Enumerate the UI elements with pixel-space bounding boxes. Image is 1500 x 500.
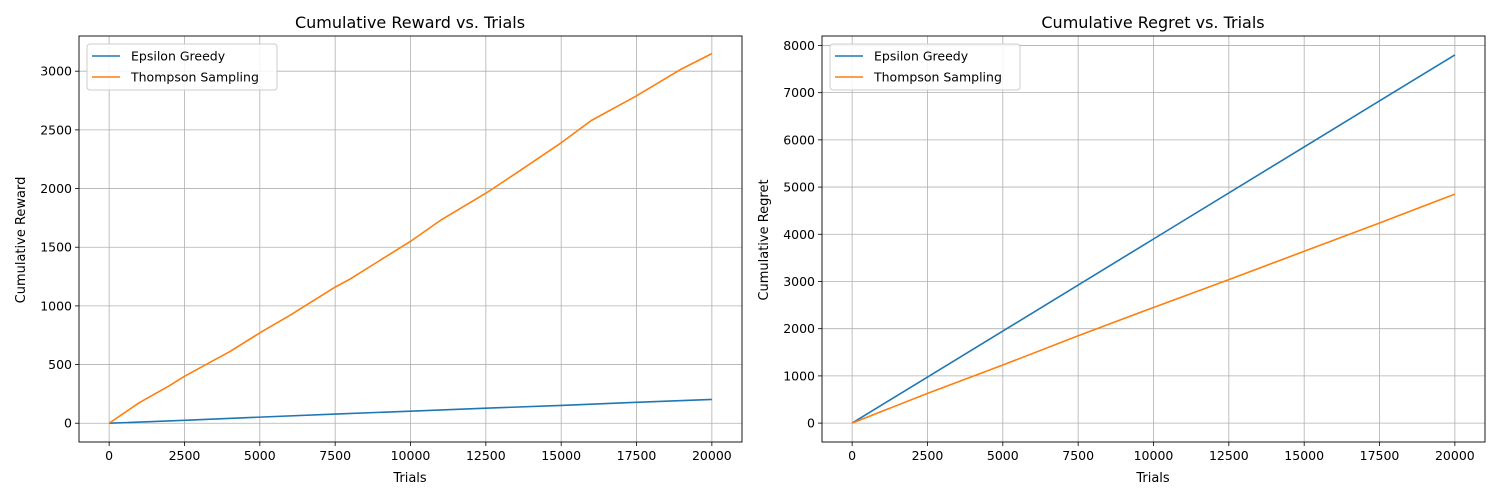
x-tick-label: 7500 — [1062, 448, 1094, 463]
y-tick-label: 1500 — [40, 240, 72, 255]
legend-label: Thompson Sampling — [873, 70, 1002, 85]
x-axis-label: Trials — [1135, 471, 1170, 486]
y-tick-label: 7000 — [783, 85, 815, 100]
x-tick-label: 2500 — [169, 448, 201, 463]
y-tick-label: 6000 — [783, 132, 815, 147]
legend-box — [86, 43, 278, 91]
x-tick-label: 15000 — [1284, 448, 1324, 463]
legend-box — [829, 43, 1021, 91]
legend: Epsilon Greedy Thompson Sampling — [829, 43, 1021, 91]
axes: 0 2500 5000 7500 10000 12500 15000 17500 20000 0 1… — [783, 38, 1475, 463]
y-tick-label: 5000 — [783, 180, 815, 195]
x-tick-label: 10000 — [391, 448, 431, 463]
x-tick-label: 0 — [105, 448, 113, 463]
x-tick-label: 10000 — [1134, 448, 1174, 463]
series-line-1 — [108, 52, 713, 424]
x-axis-label: Trials — [392, 471, 427, 486]
regret-chart: Cumulative Regret vs. Trials Trials Cumu… — [757, 13, 1486, 486]
chart-title: Cumulative Reward vs. Trials — [295, 13, 525, 32]
grid — [79, 36, 742, 442]
plot-frame — [821, 35, 1486, 443]
legend-label: Epsilon Greedy — [131, 49, 226, 64]
chart-title: Cumulative Regret vs. Trials — [1041, 13, 1264, 32]
y-tick-label: 2500 — [40, 122, 72, 137]
y-tick-label: 3000 — [783, 274, 815, 289]
x-tick-label: 20000 — [1435, 448, 1475, 463]
grid — [822, 36, 1485, 442]
y-tick-label: 500 — [48, 357, 72, 372]
legend-label: Epsilon Greedy — [874, 49, 969, 64]
series-line-0 — [851, 54, 1456, 424]
axes: 0 2500 5000 7500 10000 12500 15000 17500 20000 0 5… — [40, 64, 732, 463]
x-tick-label: 17500 — [617, 448, 657, 463]
x-tick-label: 17500 — [1360, 448, 1400, 463]
reward-chart: Cumulative Reward vs. Trials Trials Cumu… — [14, 13, 743, 486]
x-tick-label: 15000 — [541, 448, 581, 463]
x-tick-label: 20000 — [692, 448, 732, 463]
y-axis-label: Cumulative Regret — [757, 179, 772, 300]
x-tick-label: 0 — [848, 448, 856, 463]
y-tick-label: 0 — [64, 416, 72, 431]
x-tick-label: 5000 — [244, 448, 276, 463]
legend-label: Thompson Sampling — [130, 70, 259, 85]
plot-frame — [78, 35, 743, 443]
y-tick-label: 3000 — [40, 64, 72, 79]
y-tick-label: 1000 — [783, 368, 815, 383]
x-tick-label: 12500 — [1209, 448, 1249, 463]
y-tick-label: 0 — [807, 416, 815, 431]
series-line-1 — [851, 193, 1456, 424]
y-tick-label: 8000 — [783, 38, 815, 53]
y-tick-label: 2000 — [40, 181, 72, 196]
series-lines — [851, 54, 1456, 424]
y-tick-label: 4000 — [783, 227, 815, 242]
x-tick-label: 2500 — [912, 448, 944, 463]
x-tick-label: 5000 — [987, 448, 1019, 463]
series-line-0 — [109, 398, 712, 425]
y-axis-label: Cumulative Reward — [14, 177, 29, 304]
series-lines — [108, 52, 713, 425]
legend: Epsilon Greedy Thompson Sampling — [86, 43, 278, 91]
x-tick-label: 12500 — [466, 448, 506, 463]
y-tick-label: 2000 — [783, 321, 815, 336]
y-tick-label: 1000 — [40, 298, 72, 313]
x-tick-label: 7500 — [319, 448, 351, 463]
